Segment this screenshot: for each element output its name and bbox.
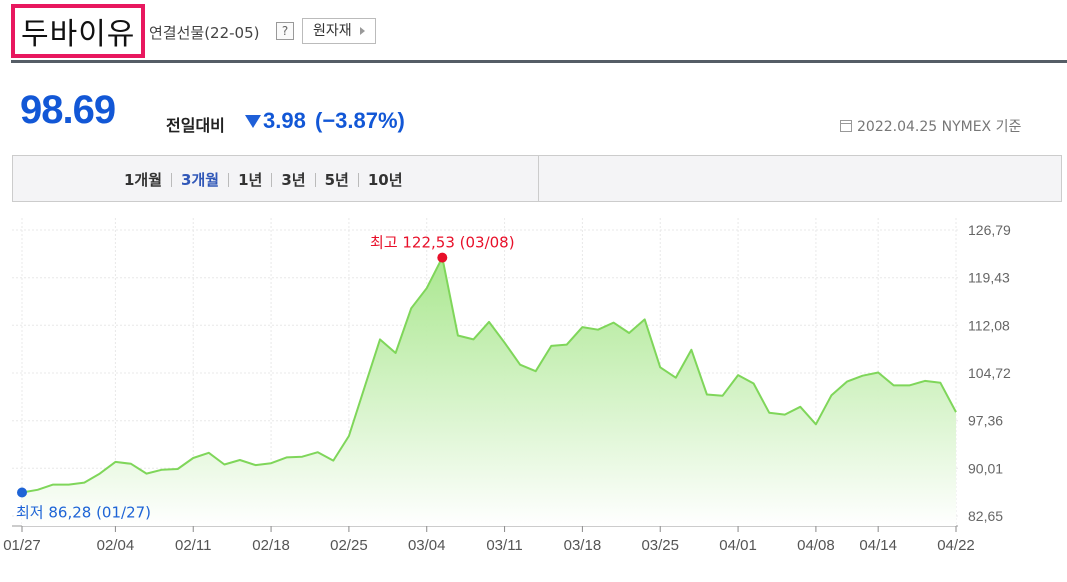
price-chart: 126,79 119,43 112,08 104,72 97,36 90,01 82,65 0…: [3, 218, 1011, 554]
help-button[interactable]: ?: [276, 22, 294, 40]
x-tick-label: 02/18: [252, 537, 290, 554]
x-tick-label: 02/11: [175, 537, 211, 554]
calendar-icon: [840, 120, 852, 132]
x-tick-label: 01/27: [3, 537, 41, 554]
title-box: 두바이유: [11, 4, 146, 58]
date-note: 2022.04.25 NYMEX 기준: [840, 116, 1021, 136]
tab-3-months[interactable]: 3개월: [181, 171, 220, 189]
raw-material-label: 원자재: [313, 23, 352, 39]
tab-1-year[interactable]: 1년: [238, 171, 263, 189]
y-tick-label: 90,01: [968, 460, 1003, 476]
change-percent: (−3.87%): [315, 108, 405, 133]
tab-separator: [271, 172, 273, 187]
period-tabs: 1개월 3개월 1년 3년 5년 10년: [115, 169, 412, 190]
period-bar-divider: [538, 156, 539, 201]
max-marker: [437, 252, 448, 263]
x-tick-label: 04/08: [797, 537, 835, 554]
y-tick-label: 82,65: [968, 508, 1003, 524]
y-tick-label: 97,36: [968, 413, 1003, 429]
area-fill: [22, 257, 956, 526]
price-line: [21, 256, 957, 494]
x-tick-label: 03/18: [564, 537, 602, 554]
contract-subtitle: 연결선물(22-05): [149, 24, 260, 42]
max-label: 최고 122,53 (03/08): [370, 234, 515, 252]
tab-3-years[interactable]: 3년: [281, 171, 306, 189]
x-tick-label: 04/14: [859, 537, 897, 554]
period-tab-bar: 1개월 3개월 1년 3년 5년 10년: [12, 155, 1062, 202]
x-tick-label: 03/11: [486, 537, 522, 554]
x-tick-label: 02/04: [97, 537, 135, 554]
y-tick-label: 119,43: [968, 270, 1010, 286]
down-triangle-icon: [245, 115, 261, 128]
min-label: 최저 86,28 (01/27): [16, 503, 151, 521]
y-tick-label: 112,08: [968, 317, 1010, 333]
x-tick-label: 03/04: [408, 537, 446, 554]
current-price: 98.69: [20, 88, 116, 132]
tab-10-years[interactable]: 10년: [367, 171, 403, 189]
change-label: 전일대비: [166, 116, 225, 135]
tab-1-month[interactable]: 1개월: [124, 171, 163, 189]
x-tick-label: 02/25: [330, 537, 368, 554]
x-tick-label: 03/25: [641, 537, 679, 554]
tab-separator: [171, 172, 173, 187]
change-value: 3.98: [263, 108, 306, 133]
tab-5-years[interactable]: 5년: [324, 171, 349, 189]
y-tick-label: 126,79: [968, 222, 1011, 238]
date-note-text: 2022.04.25 NYMEX 기준: [857, 119, 1022, 135]
tab-separator: [357, 172, 359, 187]
tab-separator: [314, 172, 316, 187]
y-tick-label: 104,72: [968, 365, 1011, 381]
min-marker: [17, 487, 27, 498]
raw-material-button[interactable]: 원자재: [302, 18, 376, 44]
header-divider: [11, 60, 1067, 63]
chevron-right-icon: [359, 27, 365, 35]
x-tick-label: 04/01: [719, 537, 757, 554]
tab-separator: [228, 172, 230, 187]
page-title: 두바이유: [21, 17, 136, 52]
x-tick-label: 04/22: [937, 537, 975, 554]
